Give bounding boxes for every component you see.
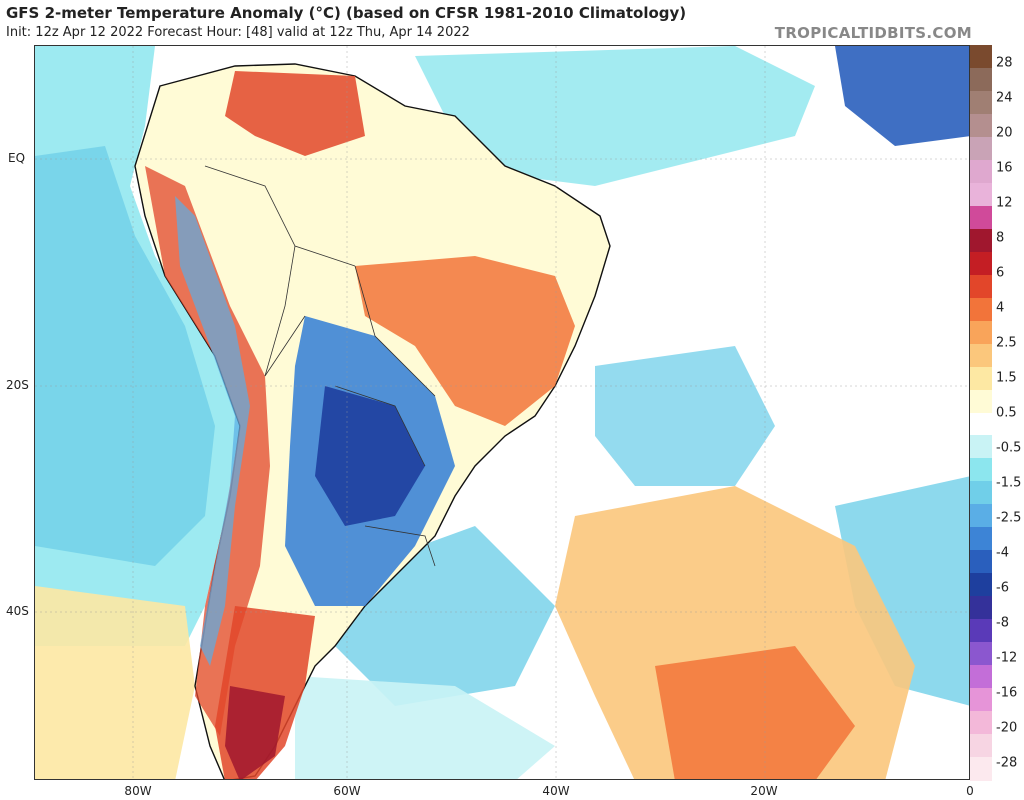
colorbar-swatch: [970, 504, 992, 528]
pacific-anomaly-deep: [35, 146, 215, 566]
colorbar-swatch: [970, 573, 992, 597]
colorbar-swatch: [970, 343, 992, 368]
atlantic-mid-cyan: [595, 346, 775, 486]
colorbar-label: -16: [996, 685, 1018, 700]
map-svg: [35, 46, 969, 779]
atlantic-north-cyan: [415, 46, 815, 186]
colorbar-label: 6: [996, 265, 1005, 280]
colorbar-label: -2.5: [996, 510, 1022, 525]
lat-label-eq: EQ: [8, 151, 26, 165]
northern-warm-region: [225, 71, 365, 156]
colorbar-swatch: [970, 205, 992, 230]
lon-label-60w: 60W: [333, 784, 361, 798]
lat-label-20s: 20S: [6, 378, 29, 392]
colorbar-label: -20: [996, 720, 1018, 735]
colorbar-swatch: [970, 550, 992, 574]
lon-label-80w: 80W: [124, 784, 152, 798]
colorbar-label: 12: [996, 195, 1013, 210]
colorbar-swatch: [970, 45, 992, 69]
colorbar-swatch: [970, 619, 992, 643]
anomaly-map: [34, 45, 970, 780]
southern-cold-core: [315, 386, 425, 526]
colorbar-swatch: [970, 688, 992, 712]
colorbar-swatch: [970, 665, 992, 689]
lat-label-40s: 40S: [6, 604, 29, 618]
colorbar-label: 16: [996, 160, 1013, 175]
colorbar-swatch: [970, 711, 992, 735]
colorbar-swatch: [970, 527, 992, 551]
colorbar-label: 28: [996, 55, 1013, 70]
colorbar-swatch: [970, 757, 992, 781]
chart-subtitle: Init: 12z Apr 12 2022 Forecast Hour: [48…: [6, 25, 470, 40]
brazil-warm-region: [355, 256, 575, 426]
colorbar-label: -0.5: [996, 440, 1022, 455]
atlantic-northeast-cool: [835, 46, 969, 146]
colorbar-swatch: [970, 67, 992, 92]
colorbar-swatch: [970, 366, 992, 391]
colorbar-swatch: [970, 320, 992, 345]
colorbar-swatch: [970, 159, 992, 184]
colorbar-swatch: [970, 182, 992, 207]
colorbar: 28 24 20 16 12 8 6 4 2.5 1.5 0.5 -0.5 -1.5 -2.5 -4 -6 -8…: [970, 45, 1024, 781]
colorbar-label: 1.5: [996, 370, 1017, 385]
lon-label-0: 0: [966, 784, 974, 798]
colorbar-swatch: [970, 642, 992, 666]
country-borders: [204, 165, 436, 567]
colorbar-label: 24: [996, 90, 1013, 105]
colorbar-label: -12: [996, 650, 1018, 665]
atlantic-south-core: [655, 646, 855, 779]
colorbar-label: -4: [996, 545, 1009, 560]
brand-watermark: TROPICALTIDBITS.COM: [774, 24, 972, 42]
south-atlantic-cyan: [295, 676, 555, 779]
atlantic-east-blue: [835, 476, 969, 706]
colorbar-swatch: [970, 596, 992, 620]
colorbar-label: -8: [996, 615, 1009, 630]
colorbar-swatch: [970, 389, 992, 413]
colorbar-label: 0.5: [996, 405, 1017, 420]
chart-title: GFS 2-meter Temperature Anomaly (°C) (ba…: [6, 4, 687, 22]
colorbar-label: 8: [996, 230, 1005, 245]
colorbar-swatch: [970, 113, 992, 138]
pacific-south-warm: [35, 586, 195, 779]
lon-label-20w: 20W: [750, 784, 778, 798]
colorbar-label: -1.5: [996, 475, 1022, 490]
colorbar-label: -28: [996, 755, 1018, 770]
colorbar-swatch: [970, 734, 992, 758]
colorbar-swatch: [970, 274, 992, 299]
colorbar-swatch: [970, 297, 992, 322]
colorbar-swatch: [970, 90, 992, 115]
colorbar-swatch: [970, 412, 992, 436]
colorbar-swatch: [970, 136, 992, 161]
colorbar-label: -6: [996, 580, 1009, 595]
andes-warm-strip: [145, 166, 270, 736]
colorbar-swatch: [970, 228, 992, 253]
lon-label-40w: 40W: [542, 784, 570, 798]
colorbar-label: 4: [996, 300, 1005, 315]
colorbar-swatch: [970, 481, 992, 505]
colorbar-label: 20: [996, 125, 1013, 140]
colorbar-swatch: [970, 458, 992, 482]
andes-cool-strip: [175, 196, 250, 666]
colorbar-label: 2.5: [996, 335, 1017, 350]
colorbar-swatch: [970, 435, 992, 459]
patagonia-warm-core: [225, 686, 285, 779]
graticule: [35, 46, 969, 779]
colorbar-swatch: [970, 251, 992, 276]
